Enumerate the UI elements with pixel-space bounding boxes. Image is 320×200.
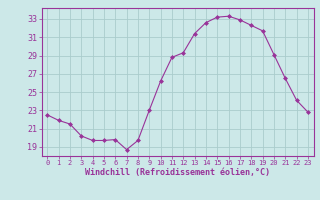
X-axis label: Windchill (Refroidissement éolien,°C): Windchill (Refroidissement éolien,°C) (85, 168, 270, 177)
